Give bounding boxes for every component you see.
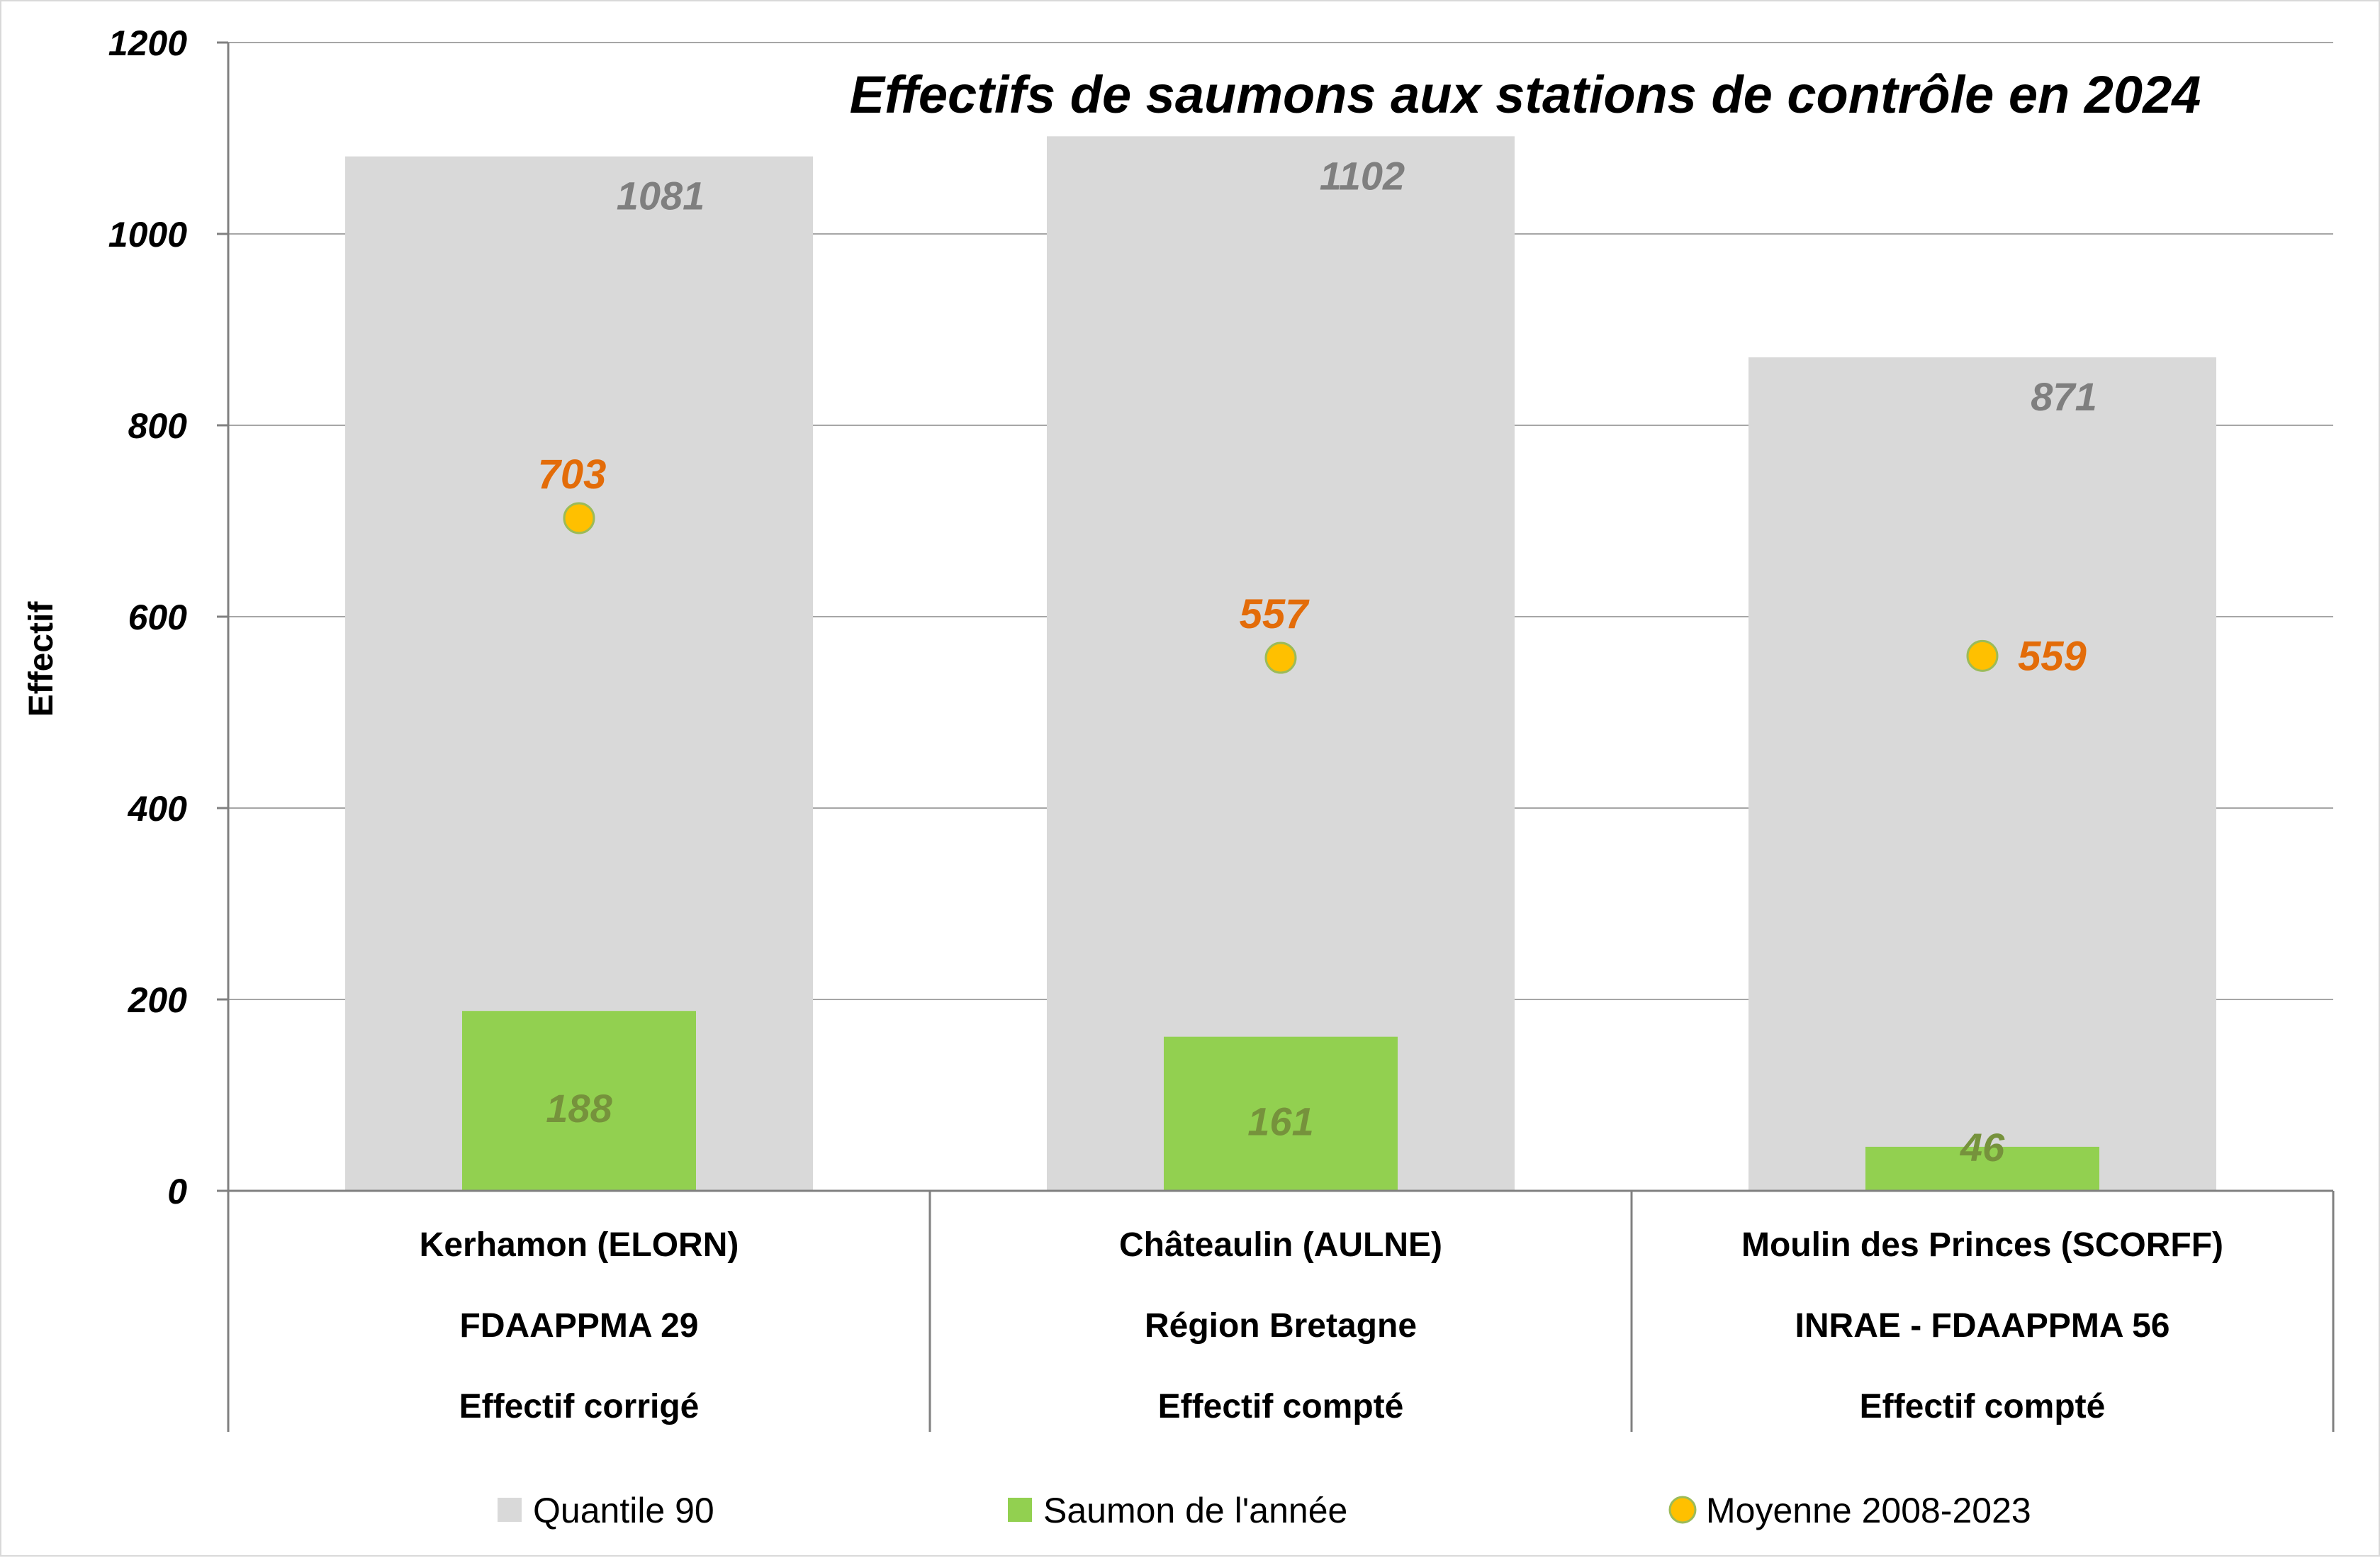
data-label-saumon-annee: 161 [1247,1099,1313,1143]
y-tick-label: 200 [128,980,188,1020]
legend-label: Quantile 90 [533,1491,714,1530]
legend-label: Saumon de l'année [1043,1491,1347,1530]
y-tick-label: 600 [128,598,188,637]
y-tick-label: 800 [128,406,188,446]
legend-symbol [1008,1498,1032,1522]
x-category-label: INRAE - FDAAPPMA 56 [1795,1307,2170,1345]
y-tick-label: 1000 [108,215,187,254]
data-label-moyenne: 703 [538,452,607,498]
legend-symbol [498,1498,522,1522]
marker-moyenne [1264,641,1297,674]
bar-saumon-annee [1164,1036,1398,1191]
bar-quantile-90 [1748,357,2216,1191]
x-category-label: Moulin des Princes (SCORFF) [1741,1226,2223,1264]
bar-saumon-annee [1865,1146,2099,1191]
x-category-label: Châteaulin (AULNE) [1119,1226,1442,1264]
y-tick-label: 0 [167,1172,187,1211]
y-axis-title: Effectif [23,601,60,717]
data-label-quantile-90: 871 [2031,374,2096,419]
x-category-label: FDAAPPMA 29 [460,1307,699,1345]
x-category-label: Effectif corrigé [459,1388,700,1425]
legend-label: Moyenne 2008-2023 [1706,1491,2031,1530]
x-category-label: Kerhamon (ELORN) [420,1226,739,1264]
x-category-label: Effectif compté [1860,1388,2106,1425]
data-label-saumon-annee: 188 [546,1086,612,1131]
y-tick-label: 400 [128,789,188,829]
x-category-label: Région Bretagne [1145,1307,1417,1345]
chart-title: Effectifs de saumons aux stations de con… [850,65,2201,124]
bar-saumon-annee [462,1011,696,1191]
data-label-saumon-annee: 46 [1960,1125,2005,1170]
marker-moyenne [563,502,595,534]
legend-symbol [1668,1496,1697,1524]
data-label-moyenne: 557 [1240,591,1310,637]
marker-moyenne [1966,639,1999,672]
data-label-quantile-90: 1081 [617,174,705,218]
y-tick-label: 1200 [108,23,187,63]
x-category-label: Effectif compté [1158,1388,1404,1425]
data-label-quantile-90: 1102 [1320,153,1405,198]
data-label-moyenne: 559 [2018,633,2087,679]
